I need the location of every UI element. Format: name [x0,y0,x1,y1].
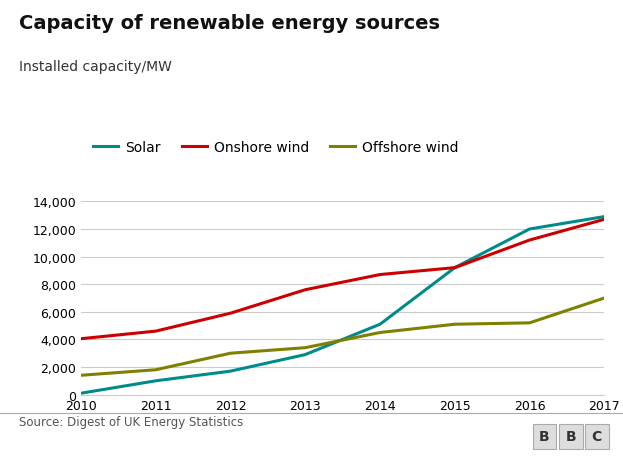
Text: B: B [565,429,576,443]
Text: C: C [592,429,602,443]
Text: Installed capacity/MW: Installed capacity/MW [19,60,171,73]
Text: Source: Digest of UK Energy Statistics: Source: Digest of UK Energy Statistics [19,415,243,428]
Legend: Solar, Onshore wind, Offshore wind: Solar, Onshore wind, Offshore wind [88,135,464,160]
Text: B: B [539,429,550,443]
Text: Capacity of renewable energy sources: Capacity of renewable energy sources [19,14,440,33]
